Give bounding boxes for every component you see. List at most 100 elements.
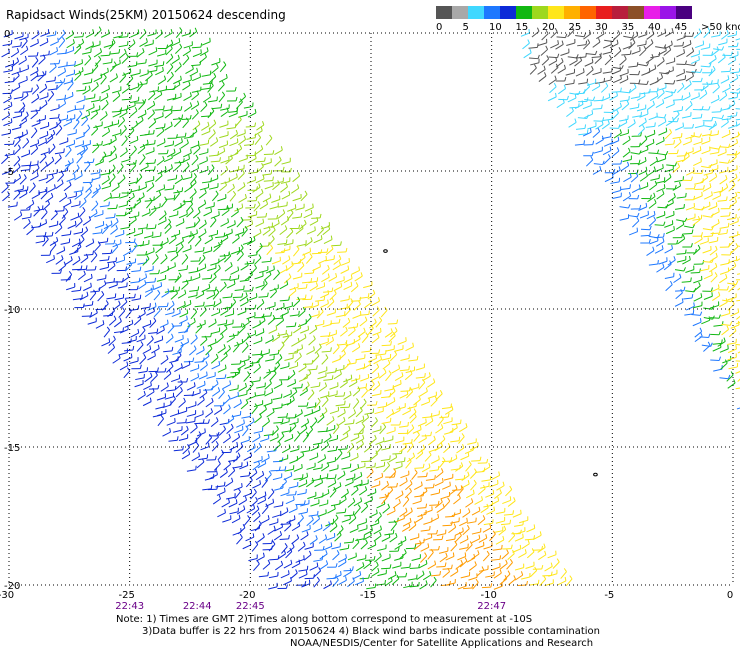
wind-barb	[166, 71, 174, 83]
wind-barb	[281, 444, 291, 454]
wind-barb	[692, 146, 702, 155]
wind-barb	[703, 191, 713, 200]
wind-barb	[718, 38, 728, 46]
wind-barb	[231, 433, 241, 443]
wind-barb	[170, 289, 179, 300]
wind-barb	[631, 47, 641, 55]
wind-barb	[703, 231, 714, 238]
wind-barb	[721, 250, 732, 256]
wind-barb	[718, 166, 729, 174]
wind-barb	[108, 280, 118, 289]
wind-barb	[247, 108, 257, 118]
wind-barb	[165, 194, 176, 200]
legend-swatch	[596, 6, 612, 19]
wind-barb	[603, 138, 613, 147]
wind-barb	[243, 515, 251, 526]
legend-swatch	[628, 6, 644, 19]
x-tick-label: -15	[360, 590, 376, 601]
wind-barb	[461, 471, 470, 482]
wind-barb	[557, 576, 567, 586]
wind-barb	[728, 362, 739, 370]
wind-barb	[717, 229, 728, 235]
wind-barb	[281, 190, 291, 200]
wind-barb	[629, 31, 639, 41]
wind-barb	[244, 270, 253, 281]
wind-barb	[187, 317, 196, 328]
wind-barb	[449, 423, 458, 433]
legend-swatch	[564, 6, 580, 19]
wind-barb	[592, 68, 602, 76]
wind-barb	[137, 144, 146, 155]
wind-barb	[231, 359, 242, 365]
wind-barb	[675, 286, 686, 292]
wind-barb	[700, 62, 712, 68]
wind-barb	[138, 280, 147, 290]
wind-barb	[650, 174, 660, 181]
wind-barb	[122, 68, 132, 76]
wind-barb	[147, 29, 157, 37]
wind-barb	[246, 443, 256, 453]
wind-barb	[110, 193, 121, 199]
wind-barb	[113, 31, 123, 39]
wind-barb	[91, 173, 101, 181]
wind-barb	[649, 180, 658, 191]
wind-barb	[664, 140, 675, 146]
wind-barb	[435, 468, 444, 479]
wind-barb	[155, 402, 165, 410]
wind-barb	[482, 523, 492, 533]
wind-barb	[71, 286, 82, 293]
wind-barb	[356, 562, 365, 572]
wind-barb	[335, 400, 346, 407]
wind-barb	[729, 191, 738, 202]
wind-barb	[385, 473, 396, 478]
wind-barb	[272, 180, 280, 191]
wind-barb	[307, 389, 315, 401]
wind-barb	[280, 177, 291, 184]
wind-barb	[183, 391, 195, 397]
wind-barb	[737, 178, 740, 182]
wind-barb	[699, 237, 709, 245]
wind-barb	[443, 473, 454, 481]
wind-barb	[200, 101, 208, 113]
wind-barb	[295, 224, 304, 235]
wind-barb	[121, 95, 132, 101]
wind-barb	[657, 83, 667, 91]
wind-barb	[310, 443, 320, 452]
wind-barb	[126, 101, 136, 110]
wind-barb	[268, 571, 279, 579]
wind-barb	[281, 245, 291, 253]
wind-barb	[162, 428, 171, 437]
wind-barb	[230, 266, 240, 275]
wind-barb	[356, 554, 367, 561]
wind-barb	[267, 525, 276, 535]
wind-barb	[339, 544, 350, 551]
wind-barb	[645, 39, 654, 50]
wind-barb	[711, 219, 720, 228]
wind-barb	[125, 307, 132, 319]
wind-barb	[538, 72, 547, 82]
wind-barb	[45, 192, 54, 203]
wind-barb	[273, 418, 284, 424]
wind-barb	[189, 67, 199, 77]
wind-barb	[2, 39, 13, 47]
wind-barb	[280, 216, 290, 226]
wind-barb	[188, 437, 198, 446]
wind-barb	[224, 477, 234, 487]
wind-barb	[656, 263, 665, 273]
wind-barb	[211, 433, 219, 444]
wind-barb	[263, 150, 275, 155]
wind-barb	[427, 391, 437, 399]
wind-barb	[306, 226, 316, 235]
wind-barb	[237, 524, 246, 535]
wind-barb	[613, 47, 622, 58]
wind-barb	[112, 91, 121, 102]
wind-barb	[180, 338, 190, 347]
wind-barb	[36, 231, 47, 237]
wind-barb	[67, 220, 77, 229]
wind-barb	[632, 111, 642, 118]
wind-barb	[691, 311, 703, 316]
wind-barb	[167, 134, 178, 139]
wind-barb	[610, 177, 621, 184]
wind-barb	[276, 316, 285, 327]
wind-barb	[381, 533, 391, 542]
